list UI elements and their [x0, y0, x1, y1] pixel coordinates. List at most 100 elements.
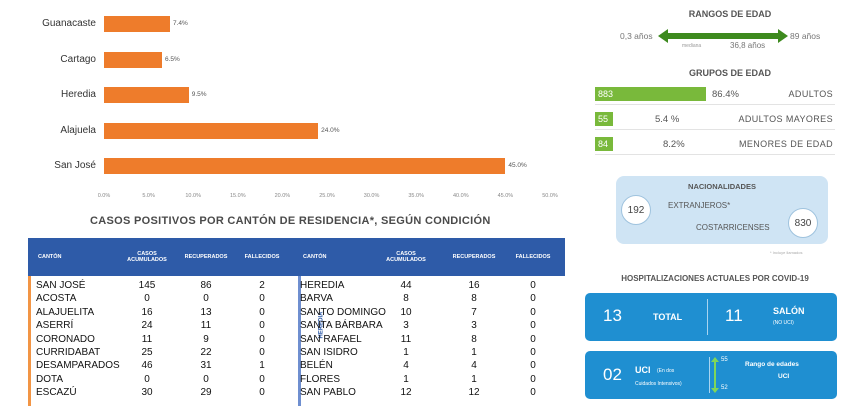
value-label: 24.0%: [321, 127, 340, 134]
table-cell: 1: [471, 373, 477, 385]
table-cell: 8: [471, 333, 477, 345]
salon-label: SALÓN: [773, 306, 805, 316]
table-cell: 1: [403, 373, 409, 385]
table-cell: 0: [203, 293, 209, 305]
x-tick-label: 0.0%: [97, 193, 111, 199]
header-recovered-right: RECUPERADOS: [452, 253, 496, 260]
table-cell: 0: [259, 293, 265, 305]
value-label: 7.4%: [173, 20, 188, 27]
canton-name: DOTA: [36, 373, 64, 385]
table-cell: 0: [530, 320, 536, 332]
canton-name: SAN ISIDRO: [300, 347, 358, 358]
canton-name: SANTO DOMINGO: [300, 306, 386, 318]
table-cell: 1: [259, 360, 265, 372]
table-cell: 13: [200, 306, 212, 318]
table-row: ASERRÍ 24 11 0 SANTA BÁRBARA 3 3 0: [28, 320, 565, 333]
table-cell: 30: [141, 387, 153, 399]
divider: [709, 357, 710, 393]
table-cell: 16: [468, 280, 480, 291]
table-cell: 22: [200, 347, 212, 358]
bar: [104, 158, 506, 174]
table-cell: 8: [403, 293, 409, 305]
hospitalizations-uci-panel: 02 UCI (En dos Cuidados Intensivos) 55 5…: [585, 351, 837, 399]
age-group-percent: 5.4 %: [655, 114, 680, 125]
canton-name: SAN PABLO: [300, 387, 356, 399]
table-cell: 0: [259, 333, 265, 345]
hospitalizations-total-panel: 13 TOTAL 11 SALÓN (NO UCI): [585, 293, 837, 341]
x-tick-label: 45.0%: [497, 193, 514, 199]
salon-count: 11: [725, 306, 743, 325]
table-cell: 0: [530, 360, 536, 372]
x-tick-label: 10.0%: [185, 193, 201, 199]
age-groups-title: GRUPOS DE EDAD: [688, 68, 771, 78]
canton-name: ESCAZÚ: [36, 387, 77, 399]
table-cell: 0: [144, 293, 150, 305]
age-group-bar: 84: [595, 137, 613, 151]
national-count: 830: [788, 208, 818, 238]
table-cell: 0: [530, 306, 536, 318]
table-cell: 12: [468, 387, 480, 399]
canton-name: HEREDIA: [300, 280, 345, 291]
table-row: DESAMPARADOS 46 31 1 BELÉN 4 4 0: [28, 360, 565, 373]
table-cell: 0: [259, 320, 265, 332]
table-cell: 9: [203, 333, 209, 345]
table-cell: 46: [141, 360, 153, 372]
table-cell: 0: [259, 373, 265, 385]
table-cell: 0: [530, 280, 536, 291]
table-cell: 16: [141, 306, 153, 318]
category-label: Alajuela: [60, 125, 96, 136]
age-range-arrow-icon: [658, 29, 788, 43]
table-cell: 4: [403, 360, 409, 372]
nationalities-title: NACIONALIDADES: [688, 182, 756, 191]
table-cell: 31: [200, 360, 212, 372]
table-row: ACOSTA 0 0 0 BARVA 8 8 0: [28, 293, 565, 306]
range-arrow-icon: [711, 357, 719, 393]
age-group-label: ADULTOS MAYORES: [738, 114, 833, 124]
table-cell: 3: [471, 320, 477, 332]
canton-name: FLORES: [300, 373, 341, 385]
age-group-bar: 883: [595, 87, 706, 101]
age-group-percent: 8.2%: [663, 139, 685, 150]
x-tick-label: 30.0%: [363, 193, 380, 199]
value-label: 6.5%: [164, 56, 180, 63]
divider: [595, 129, 835, 130]
table-cell: 0: [259, 347, 265, 358]
canton-name: ASERRÍ: [36, 320, 74, 332]
header-canton-right: CANTÓN: [303, 253, 327, 260]
table-cell: 44: [400, 280, 412, 291]
table-cell: 11: [400, 333, 412, 345]
sanjose-province-bar: [28, 276, 31, 406]
table-row: CORONADO 11 9 0 SAN RAFAEL 11 8 0: [28, 334, 565, 347]
canton-table-title: CASOS POSITIVOS POR CANTÓN DE RESIDENCIA…: [90, 215, 491, 227]
x-tick-label: 25.0%: [319, 193, 335, 199]
canton-name: SANTA BÁRBARA: [300, 320, 383, 332]
table-cell: 0: [530, 347, 536, 358]
nationalities-footnote: * Incluye llamados: [770, 250, 803, 255]
age-ranges-title: RANGOS DE EDAD: [688, 9, 772, 19]
age-group-bar: 55: [595, 112, 613, 126]
table-row: SAN JOSÉ 145 86 2 HEREDIA 44 16 0: [28, 280, 565, 293]
uci-label: UCI: [635, 365, 651, 375]
bar: [104, 52, 162, 68]
x-tick-label: 50.0%: [542, 193, 558, 199]
table-cell: 11: [141, 333, 153, 345]
total-count: 13: [603, 306, 622, 325]
canton-name: ALAJUELITA: [36, 306, 95, 318]
table-cell: 145: [138, 280, 156, 291]
table-cell: 25: [141, 347, 153, 358]
x-tick-label: 35.0%: [408, 193, 424, 199]
table-cell: 2: [259, 280, 265, 291]
canton-name: DESAMPARADOS: [36, 360, 120, 372]
heredia-province-bar: [298, 276, 301, 406]
uci-count: 02: [603, 365, 622, 384]
canton-name: BARVA: [300, 293, 333, 305]
table-row: CURRIDABAT 25 22 0 SAN ISIDRO 1 1 0: [28, 347, 565, 360]
foreign-count: 192: [621, 195, 651, 225]
divider: [595, 104, 835, 105]
x-tick-label: 5.0%: [142, 193, 155, 199]
table-cell: 0: [530, 387, 536, 399]
category-label: Cartago: [60, 54, 96, 65]
age-median-label: mediana: [682, 43, 702, 49]
uci-age-range-title: Rango de edades: [745, 361, 799, 368]
